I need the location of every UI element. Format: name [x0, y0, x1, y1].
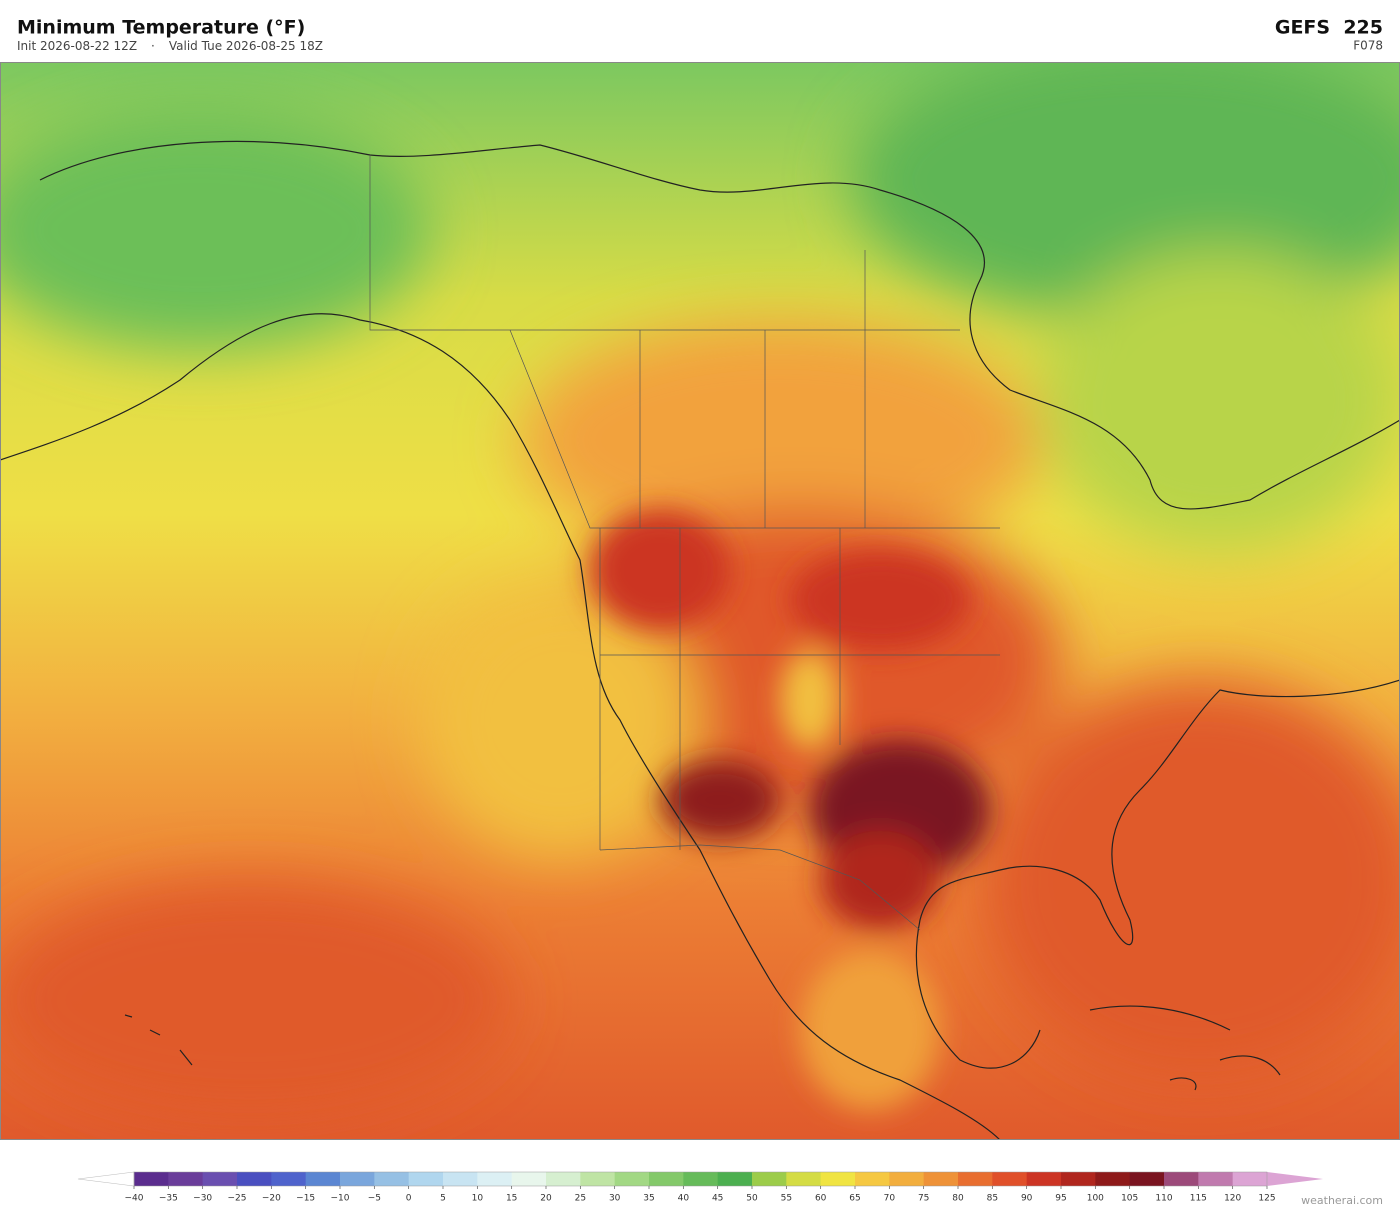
- colorbar-tick-label: 70: [884, 1194, 896, 1204]
- valid: Valid Tue 2026-08-25 18Z: [169, 39, 323, 53]
- colorbar-tick-label: 10: [472, 1194, 484, 1204]
- colorbar-tick-label: 75: [918, 1194, 929, 1204]
- colorbar-tick-label: 95: [1055, 1194, 1066, 1204]
- colorbar-segment: [511, 1172, 547, 1186]
- colorbar-segment: [1061, 1172, 1096, 1186]
- colorbar-segment: [477, 1172, 513, 1186]
- colorbar-segment: [1129, 1172, 1165, 1186]
- colorbar-tick-label: 105: [1121, 1194, 1138, 1204]
- colorbar-tick-label: 100: [1087, 1194, 1104, 1204]
- colorbar-tick-label: 85: [987, 1194, 998, 1204]
- colorbar-segment: [305, 1172, 341, 1186]
- colorbar-tick-label: 65: [849, 1194, 860, 1204]
- colorbar-tick-label: 20: [540, 1194, 552, 1204]
- colorbar-tick-label: 5: [440, 1194, 446, 1204]
- colorbar-tick-label: 80: [952, 1194, 964, 1204]
- title: Minimum Temperature (°F): [17, 17, 305, 39]
- colorbar-tick-label: −20: [262, 1194, 281, 1204]
- colorbar-segment: [992, 1172, 1028, 1186]
- colorbar-segment: [649, 1172, 684, 1186]
- colorbar-segment: [168, 1172, 204, 1186]
- colorbar-segment: [1164, 1172, 1199, 1186]
- colorbar-tick-label: 110: [1155, 1194, 1172, 1204]
- colorbar-segment: [683, 1172, 719, 1186]
- colorbar-segment: [1026, 1172, 1062, 1186]
- colorbar-tick-label: −35: [159, 1194, 178, 1204]
- colorbar-tick-label: −30: [193, 1194, 212, 1204]
- colorbar-segment: [717, 1172, 753, 1186]
- colorbar-over: [1267, 1172, 1323, 1186]
- colorbar-tick-label: 55: [781, 1194, 792, 1204]
- colorbar-segment: [614, 1172, 650, 1186]
- colorbar-tick-label: 35: [643, 1194, 654, 1204]
- colorbar-segment: [1198, 1172, 1234, 1186]
- colorbar-tick-label: 30: [609, 1194, 621, 1204]
- colorbar-tick-label: −15: [296, 1194, 315, 1204]
- colorbar-segment: [271, 1172, 307, 1186]
- subtitle: Init 2026-08-22 12Z · Valid Tue 2026-08-25…: [17, 39, 323, 53]
- colorbar-segment: [1095, 1172, 1131, 1186]
- colorbar-segment: [923, 1172, 959, 1186]
- colorbar-tick-label: −40: [125, 1194, 144, 1204]
- colorbar-tick-label: 50: [746, 1194, 758, 1204]
- colorbar-segment: [855, 1172, 890, 1186]
- colorbar-tick-label: −25: [228, 1194, 247, 1204]
- coastlines: [0, 140, 1400, 1140]
- colorbar-tick-label: 60: [815, 1194, 827, 1204]
- colorbar-tick-label: 90: [1021, 1194, 1033, 1204]
- colorbar-tick-label: −10: [331, 1194, 350, 1204]
- colorbar-tick-label: 115: [1190, 1194, 1207, 1204]
- colorbar-segment: [202, 1172, 238, 1186]
- colorbar-tick-label: −5: [368, 1194, 381, 1204]
- colorbar-segment: [1232, 1172, 1268, 1186]
- colorbar-segment: [820, 1172, 856, 1186]
- borders: [369, 155, 1000, 931]
- colorbar-segment: [786, 1172, 822, 1186]
- model: GEFS 225: [1275, 17, 1383, 39]
- colorbar-segment: [889, 1172, 925, 1186]
- init: Init 2026-08-22 12Z: [17, 39, 137, 53]
- colorbar-segment: [752, 1172, 787, 1186]
- header: Minimum Temperature (°F) Init 2026-08-22…: [17, 17, 1383, 53]
- colorbar-segment: [546, 1172, 581, 1186]
- colorbar-tick-label: 40: [678, 1194, 690, 1204]
- colorbar-segment: [443, 1172, 478, 1186]
- colorbar-segment: [580, 1172, 616, 1186]
- map: [0, 62, 1400, 1140]
- colorbar-outline: [133, 1171, 1268, 1187]
- separator: ·: [151, 39, 155, 53]
- colorbar-segment: [340, 1172, 375, 1186]
- colorbar-segment: [408, 1172, 444, 1186]
- colorbar-tick-label: 125: [1258, 1194, 1275, 1204]
- colorbar-tick-label: 45: [712, 1194, 723, 1204]
- colorbar-segment: [958, 1172, 993, 1186]
- colorbar: −40 −35 −30 −25 −20 −15 −10 −5 0 5 10 15 20 25 30 35 40 4…: [77, 1171, 1323, 1204]
- colorbar-segment: [237, 1172, 272, 1186]
- colorbar-tick-label: 25: [575, 1194, 586, 1204]
- forecast-hour: F078: [1353, 39, 1383, 53]
- colorbar-tick-label: 15: [506, 1194, 517, 1204]
- colorbar-under: [77, 1171, 135, 1187]
- colorbar-segment: [374, 1172, 410, 1186]
- colorbar-tick-label: 120: [1224, 1194, 1241, 1204]
- colorbar-segment: [134, 1172, 169, 1186]
- colorbar-tick-label: 0: [406, 1194, 412, 1204]
- watermark: weatherai.com: [1301, 1194, 1383, 1207]
